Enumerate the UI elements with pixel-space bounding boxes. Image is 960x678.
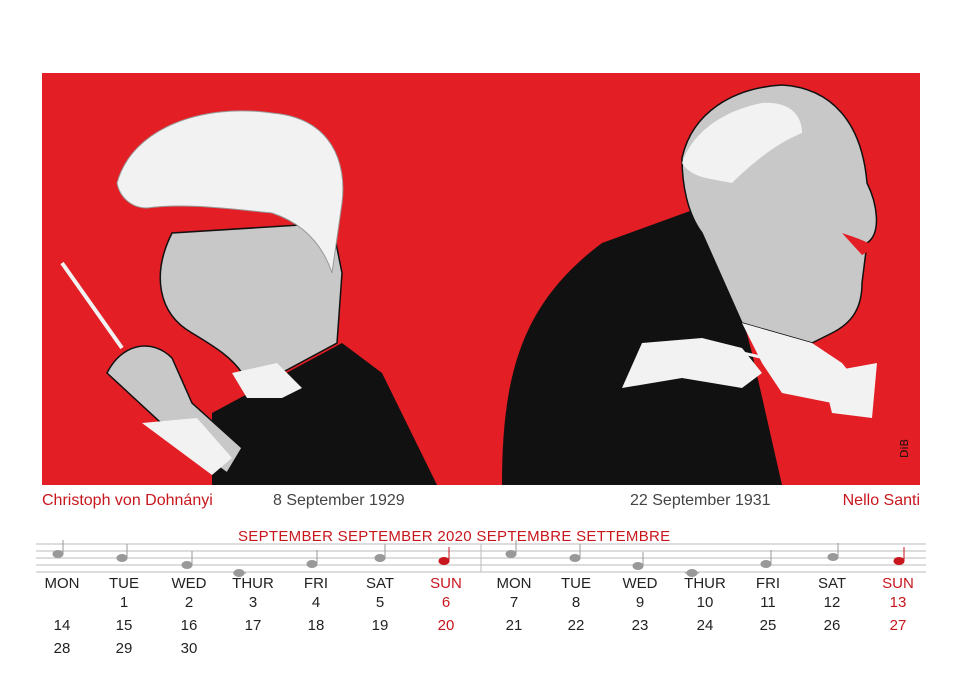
- weekday-wed: WED: [622, 575, 658, 592]
- day-cell: 23: [631, 617, 649, 634]
- weekday-sat: SAT: [817, 575, 847, 592]
- caricature-drawing: [60, 84, 878, 485]
- left-conductor-name: Christoph von Dohnányi: [42, 492, 213, 509]
- day-cell: 17: [244, 617, 262, 634]
- weekday-thur: THUR: [232, 575, 274, 592]
- day-cell: 14: [53, 617, 71, 634]
- weekday-mon: MON: [496, 575, 532, 592]
- weekday-mon: MON: [44, 575, 80, 592]
- day-cell: 11: [760, 594, 776, 611]
- day-cell-sunday: 27: [889, 617, 907, 634]
- right-conductor-birthdate: 22 September 1931: [630, 492, 771, 509]
- day-cell-sunday: 20: [437, 617, 455, 634]
- day-cell-sunday: 13: [889, 594, 907, 611]
- illustration-panel: [42, 73, 920, 485]
- day-cell: 29: [115, 640, 133, 657]
- day-cell: 1: [119, 594, 129, 611]
- weekday-tue: TUE: [561, 575, 591, 592]
- day-cell: 21: [505, 617, 523, 634]
- day-cell: 16: [180, 617, 198, 634]
- left-conductor-birthdate: 8 September 1929: [273, 492, 405, 509]
- day-cell: 7: [509, 594, 519, 611]
- weekday-thur: THUR: [684, 575, 726, 592]
- day-cell: 5: [375, 594, 385, 611]
- day-cell: 19: [371, 617, 389, 634]
- weekday-fri: FRI: [303, 575, 329, 592]
- month-title: SEPTEMBER SEPTEMBER 2020 SEPTEMBRE SETTE…: [238, 528, 671, 545]
- right-conductor-name: Nello Santi: [842, 492, 920, 509]
- day-cell-sunday: 6: [441, 594, 451, 611]
- day-cell: 9: [635, 594, 645, 611]
- music-staff: [36, 540, 926, 577]
- weekday-tue: TUE: [109, 575, 139, 592]
- weekday-sat: SAT: [365, 575, 395, 592]
- day-cell: 12: [823, 594, 841, 611]
- day-cell: 30: [180, 640, 198, 657]
- day-cell: 18: [307, 617, 325, 634]
- day-cell: 15: [115, 617, 133, 634]
- weekday-sun: SUN: [430, 575, 462, 592]
- day-cell: 2: [184, 594, 194, 611]
- day-cell: 22: [567, 617, 585, 634]
- day-cell: 25: [759, 617, 777, 634]
- weekday-sun: SUN: [882, 575, 914, 592]
- weekday-fri: FRI: [755, 575, 781, 592]
- day-cell: 8: [571, 594, 581, 611]
- day-cell: 24: [696, 617, 714, 634]
- day-cell: 26: [823, 617, 841, 634]
- day-cell: 10: [696, 594, 714, 611]
- day-cell: 4: [311, 594, 321, 611]
- artist-signature: DiB: [898, 438, 911, 458]
- weekday-wed: WED: [171, 575, 207, 592]
- day-cell: 3: [248, 594, 258, 611]
- day-cell: 28: [53, 640, 71, 657]
